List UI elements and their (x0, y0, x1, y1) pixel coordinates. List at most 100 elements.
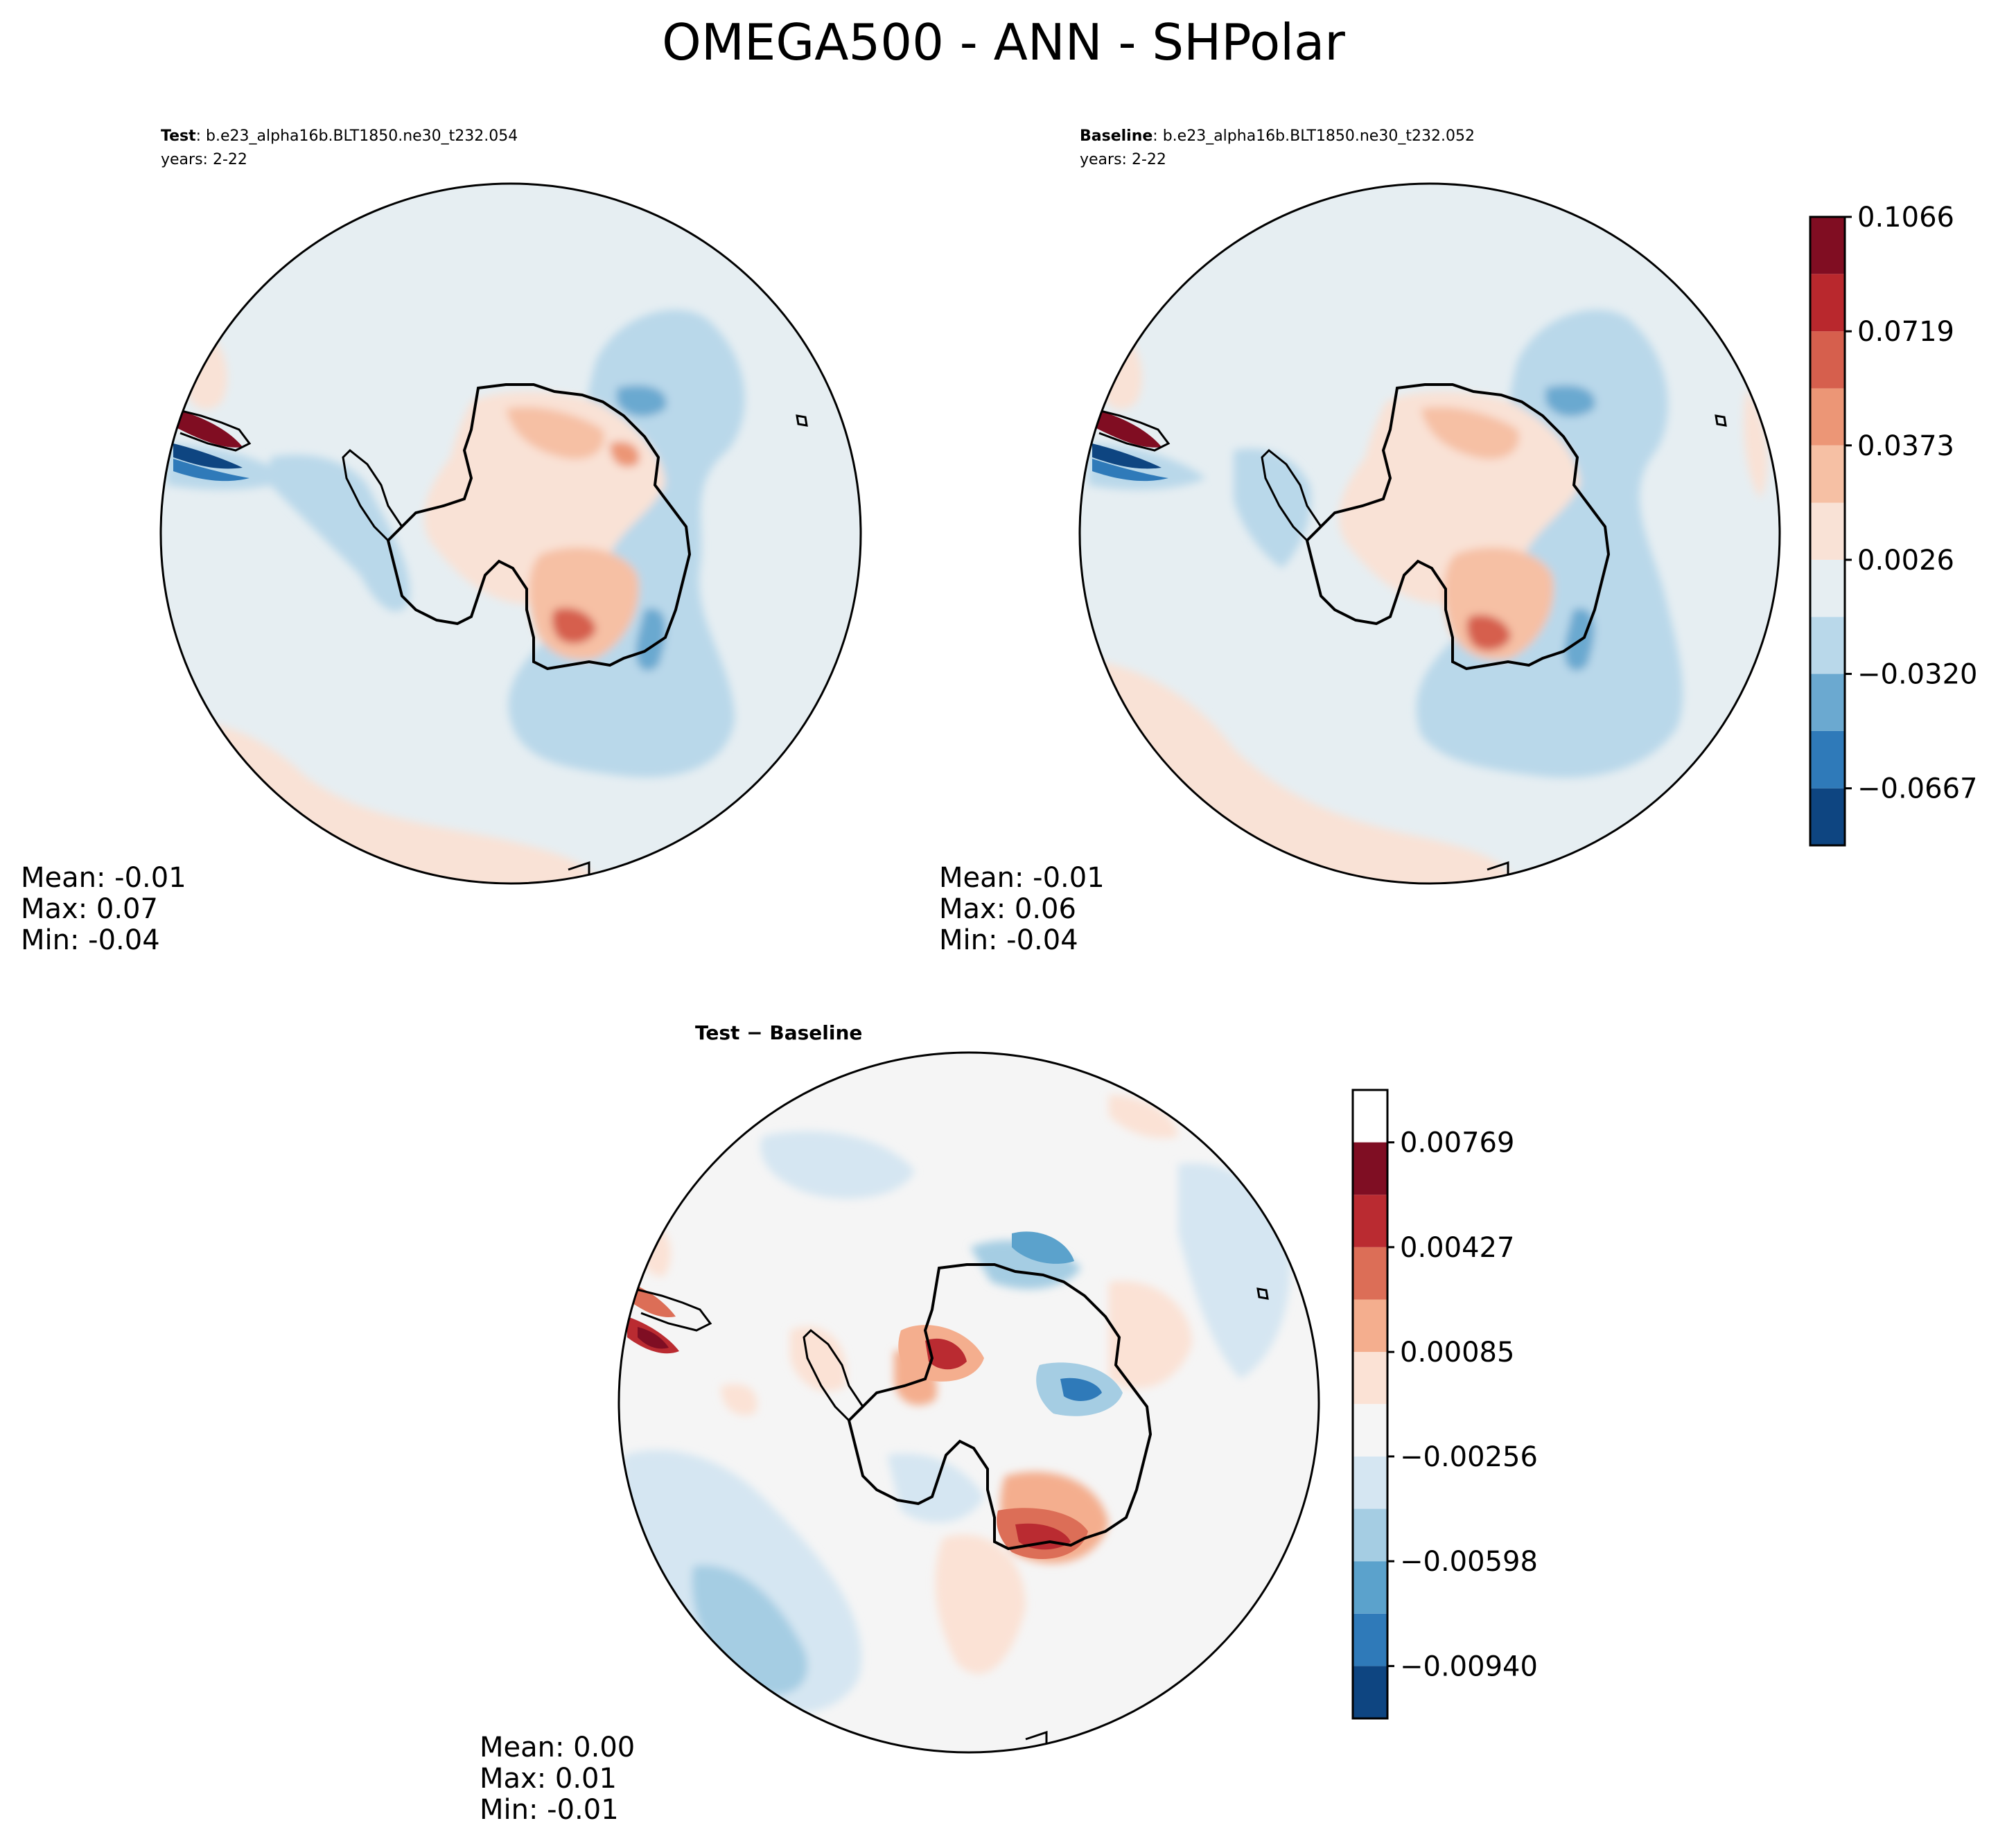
baseline-field-negative-region (1234, 448, 1311, 568)
diff-coastline-island (1025, 1730, 1048, 1744)
test-field-strong-negative (636, 608, 666, 671)
diff-colorbar-segment (1353, 1613, 1387, 1666)
baseline-map-border (1078, 182, 1781, 885)
diff-field-positive-region (721, 1384, 757, 1416)
baseline-coastline-island (1715, 414, 1727, 427)
main-colorbar-segment (1810, 388, 1845, 446)
test-field-andes-dipole (173, 443, 243, 469)
main-colorbar-tick-label: 0.0373 (1857, 430, 1954, 462)
baseline-panel: Baseline: b.e23_alpha16b.BLT1850.ne30_t2… (939, 127, 1781, 956)
diff-coastline-south-america (633, 1287, 712, 1332)
diff-min: Min: -0.01 (480, 1794, 619, 1826)
diff-colorbar-segment (1353, 1456, 1387, 1509)
diff-coastline-antarctica (847, 1263, 1153, 1551)
diff-colorbar-tick-label: 0.00769 (1400, 1127, 1514, 1159)
main-colorbar-segment (1810, 445, 1845, 503)
baseline-map (1080, 184, 1780, 883)
test-map-border (159, 182, 862, 885)
diff-colorbar-segment (1353, 1561, 1387, 1614)
diff-colorbar-tick-label: −0.00940 (1400, 1651, 1538, 1682)
diff-field-positive-region (935, 1534, 1026, 1674)
diff-field-negative-region (760, 1131, 915, 1199)
diff-colorbar-segment (1353, 1352, 1387, 1405)
main-colorbar-segment (1810, 502, 1845, 560)
diff-colorbar-segment (1353, 1142, 1387, 1195)
diff-map-border (617, 1051, 1320, 1754)
test-field-peak (610, 441, 640, 467)
main-colorbar-tick-label: 0.0026 (1857, 545, 1954, 577)
baseline-coastline-island (1487, 861, 1509, 874)
diff-field-trough (1012, 1231, 1074, 1264)
diff-coastline-peninsula (803, 1328, 864, 1422)
test-field-positive-region (506, 407, 604, 459)
diff-mean: Mean: 0.00 (480, 1732, 635, 1763)
main-colorbar-segment (1810, 788, 1845, 845)
diff-max: Max: 0.01 (480, 1763, 617, 1795)
test-coastline-south-america (173, 407, 252, 452)
main-colorbar-outline (1809, 215, 1846, 847)
diff-colorbar-tick-label: −0.00598 (1400, 1546, 1538, 1578)
diff-field-positive-region (1109, 1095, 1178, 1138)
test-field-andes-dipole (173, 459, 249, 482)
test-field-negative-region (508, 310, 745, 777)
test-max: Max: 0.07 (21, 893, 158, 925)
diff-colorbar: 0.00769 0.00427 0.00085 −0.00256 −0.00598 −0.… (1351, 1089, 1538, 1720)
diff-colorbar-segment (1353, 1195, 1387, 1247)
baseline-label: Baseline (1080, 127, 1153, 145)
test-coastline-peninsula (342, 448, 403, 542)
baseline-years: years: 2-22 (1080, 151, 1166, 168)
baseline-max: Max: 0.06 (939, 893, 1076, 925)
baseline-field-andes-dipole (1092, 409, 1162, 448)
test-field-strong-negative (617, 385, 667, 416)
baseline-coastline-south-america (1092, 407, 1171, 452)
diff-colorbar-tick-label: −0.00256 (1400, 1441, 1538, 1473)
svg-text:Baseline: b.e23_alpha16b.BLT18: Baseline: b.e23_alpha16b.BLT1850.ne30_t2… (1080, 127, 1475, 145)
baseline-min: Min: -0.04 (939, 924, 1078, 956)
main-colorbar-tick-label: 0.0719 (1857, 316, 1954, 348)
main-colorbar-segment (1810, 331, 1845, 389)
test-coastline-island (568, 861, 590, 874)
diff-colorbar-segment (1353, 1666, 1387, 1718)
diff-field-peak (638, 1327, 669, 1349)
baseline-field-andes-dipole (1092, 459, 1168, 482)
test-map (161, 184, 861, 883)
main-colorbar-tick-label: −0.0320 (1857, 659, 1977, 691)
test-coastline-island (796, 414, 808, 427)
diff-colorbar-segment (1353, 1299, 1387, 1353)
diff-field-positive-region (1109, 1281, 1192, 1389)
test-field-andes-dipole (173, 409, 243, 448)
diff-title: Test − Baseline (695, 1021, 862, 1044)
figure-title: OMEGA500 - ANN - SHPolar (662, 13, 1345, 71)
main-colorbar-segment (1810, 617, 1845, 674)
baseline-mean: Mean: -0.01 (939, 862, 1105, 894)
diff-colorbar-segment (1353, 1404, 1387, 1457)
baseline-field-positive-region (1421, 407, 1519, 459)
diff-panel: Test − Baseline (480, 1021, 1320, 1826)
baseline-field-positive-region (1338, 391, 1580, 604)
main-colorbar: 0.1066 0.0719 0.0373 0.0026 −0.0320 −0.0667 (1809, 202, 1977, 847)
baseline-field-peak (1466, 615, 1511, 651)
test-case-name: : b.e23_alpha16b.BLT1850.ne30_t232.054 (196, 127, 518, 145)
diff-field-trough (1060, 1378, 1102, 1401)
test-years: years: 2-22 (161, 151, 247, 168)
test-field-positive-region (423, 391, 665, 604)
main-colorbar-segment (1810, 674, 1845, 731)
diff-colorbar-segment (1353, 1247, 1387, 1300)
baseline-field-andes-dipole (1092, 443, 1162, 469)
diff-colorbar-tick-label: 0.00427 (1400, 1232, 1514, 1264)
diff-colorbar-outline (1351, 1089, 1389, 1720)
baseline-field-negative-region (1416, 310, 1683, 778)
diff-colorbar-segment (1353, 1508, 1387, 1562)
test-field-peak (552, 608, 596, 644)
diff-field-negative-region (1178, 1163, 1290, 1379)
svg-text:Test: b.e23_alpha16b.BLT1850.n: Test: b.e23_alpha16b.BLT1850.ne30_t232.0… (161, 127, 518, 145)
test-field-negative-region (270, 455, 410, 612)
test-min: Min: -0.04 (21, 924, 160, 956)
main-colorbar-segment (1810, 559, 1845, 617)
main-colorbar-segment (1810, 217, 1845, 274)
baseline-coastline-peninsula (1261, 448, 1322, 542)
baseline-field-strong-negative (1545, 385, 1595, 416)
diff-colorbar-tick-label: 0.00085 (1400, 1337, 1514, 1369)
test-label: Test (161, 127, 196, 145)
baseline-coastline-antarctica (1305, 383, 1611, 671)
